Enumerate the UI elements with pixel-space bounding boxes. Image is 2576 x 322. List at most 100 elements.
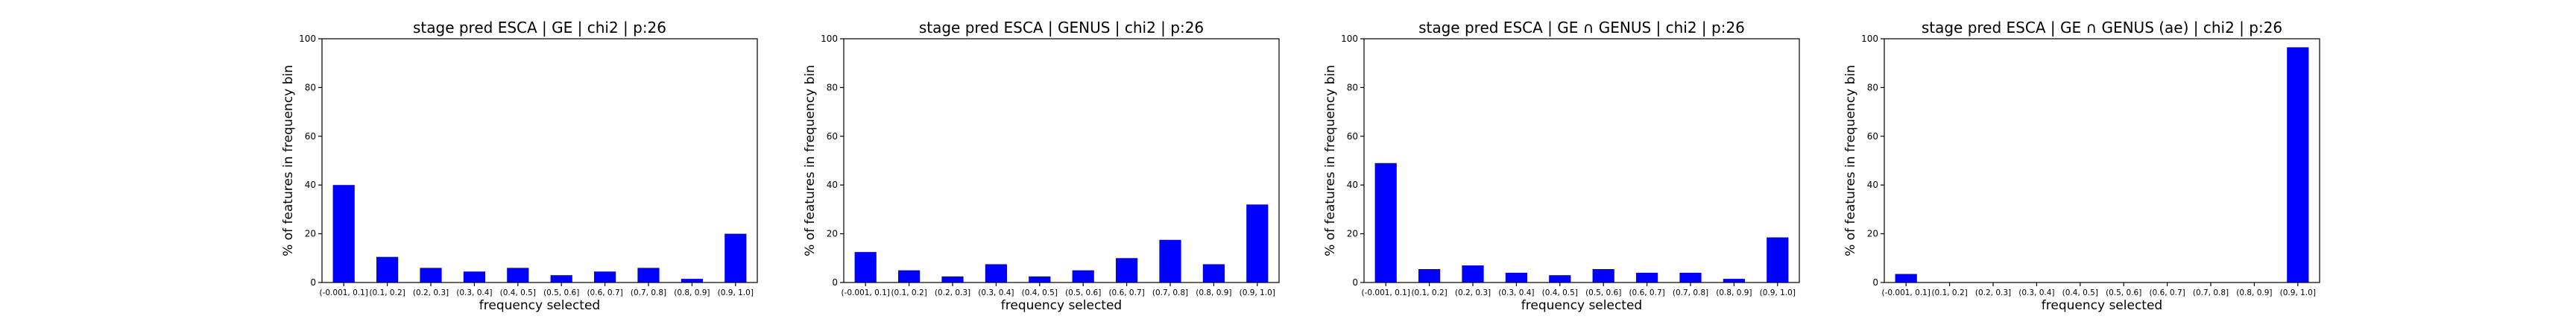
x-tick-label: (0.3, 0.4]: [1498, 288, 1534, 297]
x-axis-label: frequency selected: [2042, 298, 2162, 313]
bar: [1246, 204, 1269, 282]
bar: [2287, 47, 2309, 282]
bar: [1767, 237, 1789, 282]
axes-frame: [1363, 38, 1800, 283]
x-tick-label: (0.6, 0.7]: [2149, 288, 2185, 297]
x-tick-label: (0.8, 0.9]: [2236, 288, 2272, 297]
chart-title: stage pred ESCA | GE ∩ GENUS | chi2 | p:…: [1418, 19, 1745, 37]
y-tick-label: 40: [305, 180, 316, 190]
x-tick-label: (0.3, 0.4]: [978, 288, 1014, 297]
bar: [463, 271, 485, 282]
x-tick-label: (0.8, 0.9]: [1196, 288, 1231, 297]
y-tick-label: 20: [1347, 229, 1358, 239]
x-tick-label: (0.2, 0.3]: [1975, 288, 2011, 297]
y-tick-label: 60: [305, 131, 316, 142]
bar: [1505, 272, 1527, 282]
bar: [1029, 276, 1051, 282]
bar: [550, 275, 572, 282]
y-tick-label: 0: [1352, 277, 1358, 288]
axes-frame: [1884, 38, 2320, 283]
y-tick-label: 20: [1867, 229, 1878, 239]
bar: [1462, 265, 1484, 282]
x-tick-label: (0.5, 0.6]: [1585, 288, 1621, 297]
bar: [985, 264, 1007, 282]
y-tick-label: 100: [1341, 34, 1358, 44]
x-tick-label: (0.7, 0.8]: [1152, 288, 1188, 297]
bar: [1072, 270, 1094, 282]
bar: [1723, 279, 1745, 282]
y-tick-label: 100: [299, 34, 316, 44]
y-tick-label: 40: [827, 180, 838, 190]
x-tick-label: (0.1, 0.2]: [1931, 288, 1967, 297]
x-tick-label: (-0.001, 0.1]: [841, 288, 889, 297]
x-tick-label: (0.5, 0.6]: [2106, 288, 2141, 297]
y-tick-label: 100: [821, 34, 838, 44]
x-tick-label: (0.6, 0.7]: [1629, 288, 1664, 297]
y-tick-label: 0: [310, 277, 316, 288]
y-axis-label: % of features in frequency bin: [1843, 65, 1858, 256]
x-tick-label: (0.1, 0.2]: [369, 288, 405, 297]
x-tick-label: (0.9, 1.0]: [2280, 288, 2316, 297]
bar: [332, 185, 355, 282]
x-tick-label: (0.5, 0.6]: [543, 288, 579, 297]
x-tick-label: (0.3, 0.4]: [2018, 288, 2054, 297]
y-tick-label: 80: [1347, 82, 1358, 92]
bar: [941, 276, 964, 282]
y-tick-label: 80: [305, 82, 316, 92]
chart-panel-2: 0 20 40 60 80 100 (-0.001, 0.1] (0.1, 0.2] (0.2,…: [803, 19, 1280, 313]
x-tick-label: (-0.001, 0.1]: [1361, 288, 1409, 297]
bar: [1549, 275, 1571, 282]
bar: [1636, 272, 1658, 282]
x-tick-label: (0.6, 0.7]: [1108, 288, 1144, 297]
x-tick-label: (0.9, 1.0]: [1240, 288, 1275, 297]
x-tick-label: (0.5, 0.6]: [1065, 288, 1101, 297]
bar: [1116, 258, 1138, 282]
x-axis-label: frequency selected: [1521, 298, 1642, 313]
bar: [724, 233, 747, 282]
chart-title: stage pred ESCA | GE | chi2 | p:26: [413, 19, 666, 37]
y-tick-label: 60: [1347, 131, 1358, 142]
bar: [1895, 274, 1917, 282]
chart-title: stage pred ESCA | GE ∩ GENUS (ae) | chi2…: [1922, 19, 2282, 37]
bar: [420, 268, 442, 282]
bar: [1159, 239, 1181, 282]
bar: [1374, 162, 1397, 282]
bar: [376, 256, 399, 282]
x-tick-label: (0.7, 0.8]: [2193, 288, 2229, 297]
x-axis-label: frequency selected: [1001, 298, 1122, 313]
axes-frame: [843, 38, 1280, 283]
bar: [898, 270, 921, 282]
x-tick-label: (0.9, 1.0]: [1760, 288, 1796, 297]
y-tick-label: 80: [1867, 82, 1878, 92]
bar: [1679, 272, 1702, 282]
x-tick-label: (-0.001, 0.1]: [1881, 288, 1930, 297]
bar: [1418, 269, 1441, 282]
y-tick-label: 60: [827, 131, 838, 142]
y-tick-label: 0: [1872, 277, 1878, 288]
y-tick-label: 20: [305, 229, 316, 239]
x-tick-label: (0.4, 0.5]: [500, 288, 536, 297]
x-tick-label: (0.9, 1.0]: [718, 288, 754, 297]
y-axis-label: % of features in frequency bin: [281, 65, 296, 256]
x-tick-label: (0.1, 0.2]: [1411, 288, 1447, 297]
y-tick-label: 100: [1861, 34, 1878, 44]
y-tick-label: 80: [827, 82, 838, 92]
bar: [507, 268, 529, 282]
y-tick-label: 40: [1347, 180, 1358, 190]
x-axis-label: frequency selected: [479, 298, 600, 313]
y-tick-label: 60: [1867, 131, 1878, 142]
x-tick-label: (0.2, 0.3]: [935, 288, 970, 297]
y-axis-label: % of features in frequency bin: [1323, 65, 1338, 256]
x-tick-label: (0.4, 0.5]: [1542, 288, 1578, 297]
x-tick-label: (0.6, 0.7]: [587, 288, 622, 297]
x-tick-label: (0.2, 0.3]: [413, 288, 449, 297]
chart-title: stage pred ESCA | GENUS | chi2 | p:26: [919, 19, 1204, 37]
x-tick-label: (0.1, 0.2]: [891, 288, 926, 297]
x-tick-label: (0.8, 0.9]: [674, 288, 710, 297]
y-tick-label: 20: [827, 229, 838, 239]
bar: [594, 271, 616, 282]
bar: [637, 268, 660, 282]
bar: [854, 252, 877, 283]
y-axis-label: % of features in frequency bin: [803, 65, 818, 256]
